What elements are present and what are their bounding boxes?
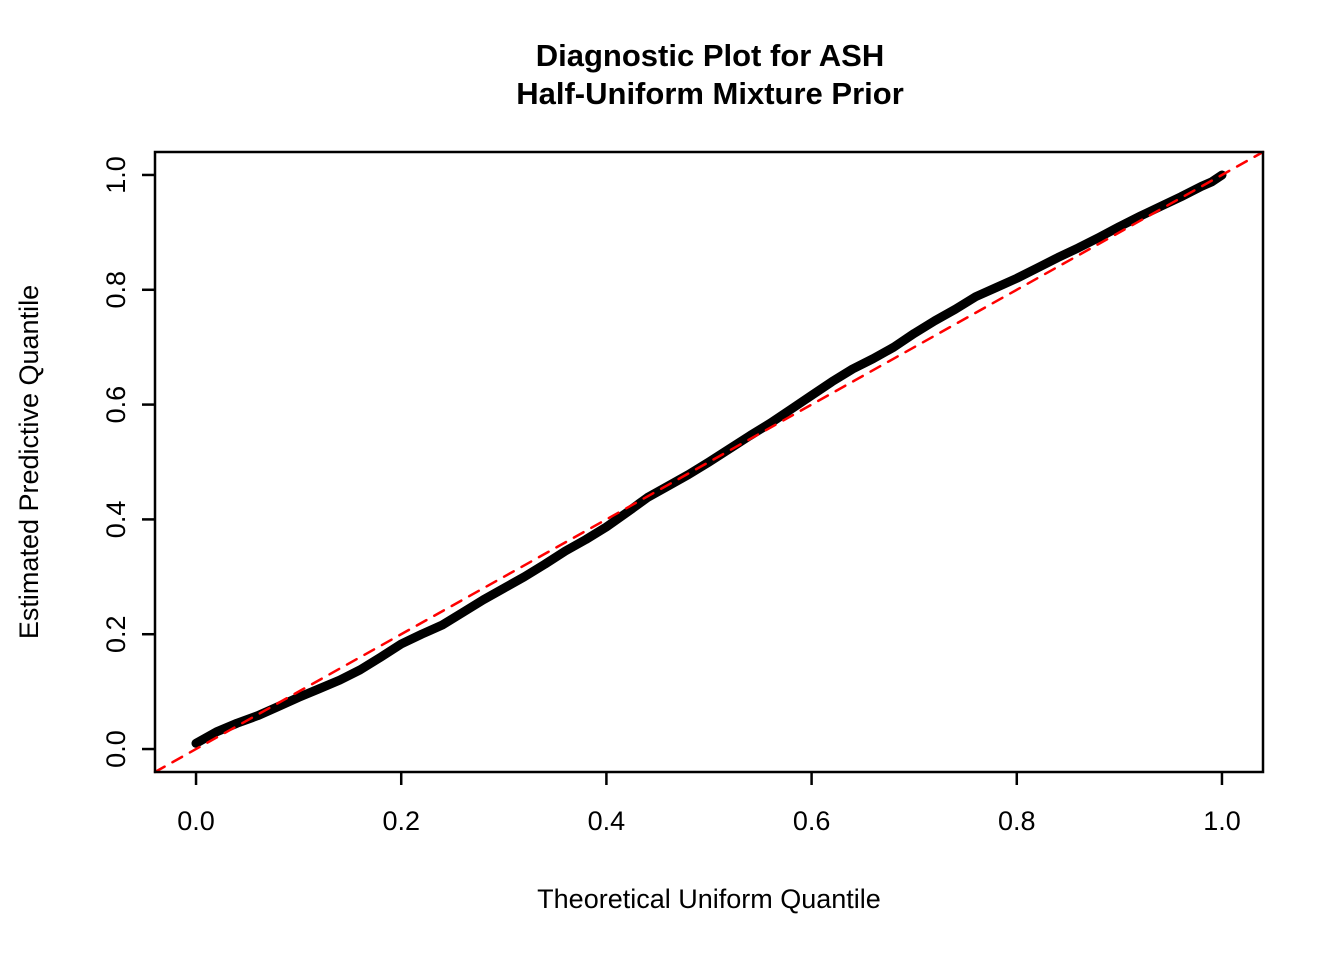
y-tick-label: 1.0 — [101, 156, 131, 194]
x-tick-label: 1.0 — [1203, 806, 1241, 836]
chart-title-line-2: Half-Uniform Mixture Prior — [516, 76, 904, 111]
x-tick-label: 0.0 — [177, 806, 215, 836]
x-tick-label: 0.2 — [382, 806, 420, 836]
plot-box — [153, 150, 1265, 774]
y-tick-label: 0.2 — [101, 615, 131, 653]
y-tick-label: 0.4 — [101, 501, 131, 539]
y-tick-label: 0.0 — [101, 730, 131, 768]
y-axis-title: Estimated Predictive Quantile — [14, 285, 44, 639]
y-tick-label: 0.8 — [101, 271, 131, 309]
x-axis-title: Theoretical Uniform Quantile — [537, 884, 881, 914]
x-tick-label: 0.8 — [998, 806, 1036, 836]
identity-reference-line-path — [153, 150, 1265, 774]
plot-layer: 0.0 0.2 0.4 0.6 0.8 1.0 0.0 0.2 0.4 0.6 0.8 1.0 — [101, 150, 1265, 836]
estimated-predictive-quantiles-path — [191, 170, 1227, 748]
x-tick-label: 0.6 — [793, 806, 831, 836]
y-tick-label: 0.6 — [101, 386, 131, 424]
chart-title-line-1: Diagnostic Plot for ASH — [536, 38, 884, 73]
x-tick-label: 0.4 — [588, 806, 626, 836]
